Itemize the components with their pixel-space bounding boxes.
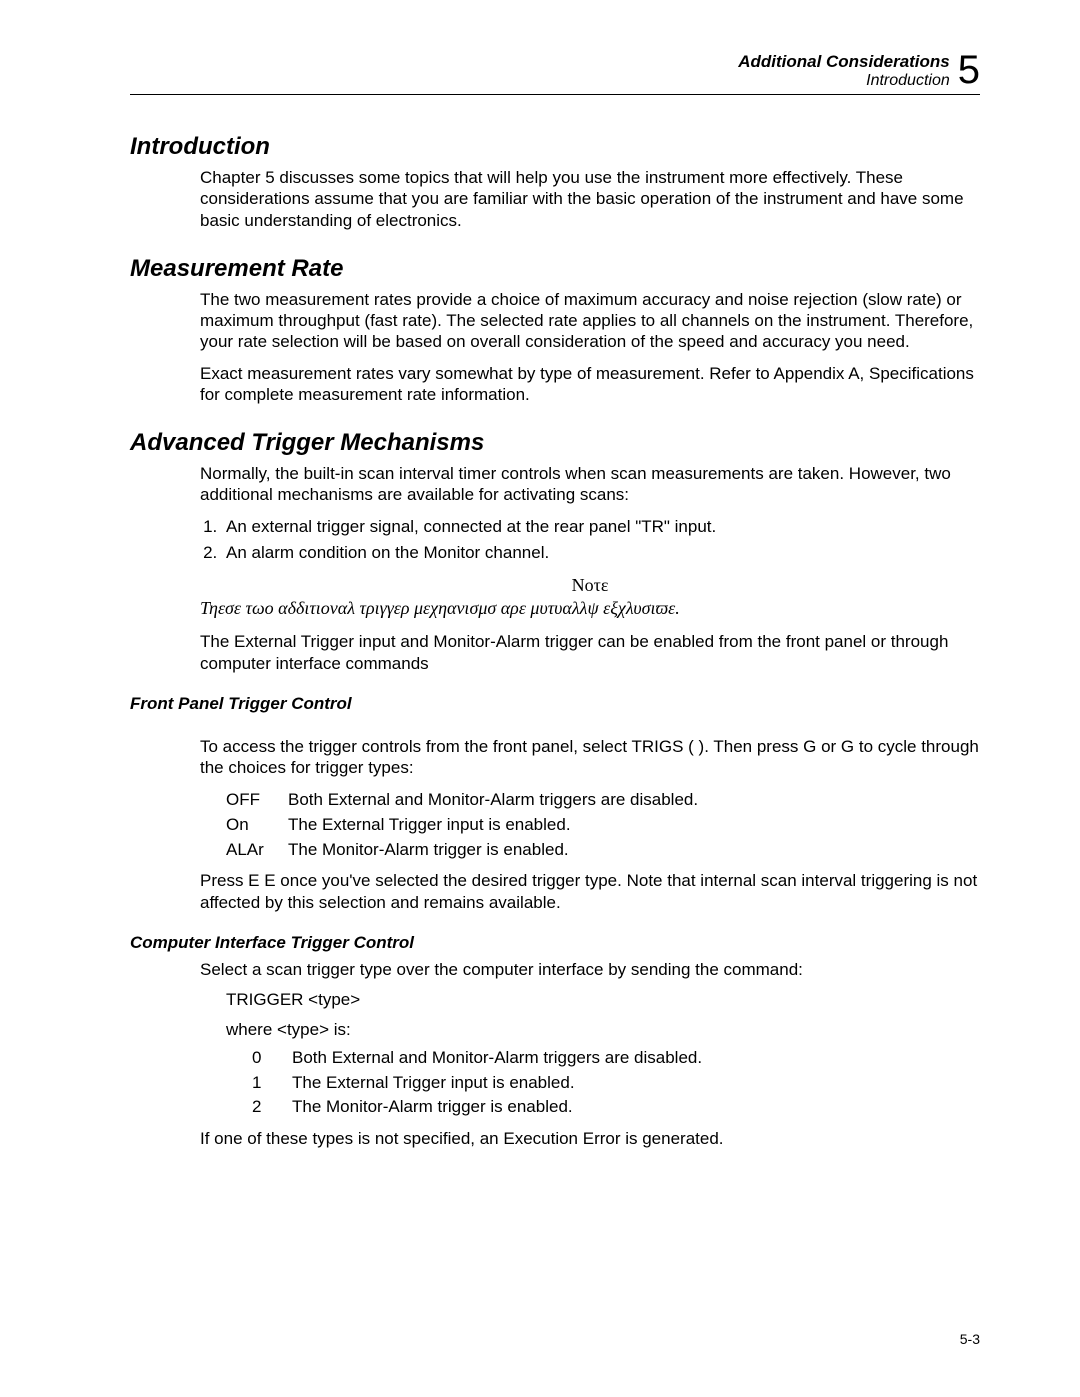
trigger-mechanism-list: An external trigger signal, connected at… bbox=[200, 516, 980, 566]
trigger-list-item: An alarm condition on the Monitor channe… bbox=[222, 542, 980, 565]
page-header: Additional Considerations Introduction 5 bbox=[130, 50, 980, 95]
header-section-name: Introduction bbox=[738, 72, 950, 90]
rate-para-1: The two measurement rates provide a choi… bbox=[200, 289, 980, 353]
comp-trigger-options: 0 Both External and Monitor-Alarm trigge… bbox=[252, 1046, 980, 1120]
option-desc: The Monitor-Alarm trigger is enabled. bbox=[292, 1095, 573, 1120]
trigger-list-item: An external trigger signal, connected at… bbox=[222, 516, 980, 539]
option-desc: The External Trigger input is enabled. bbox=[292, 1071, 575, 1096]
trigger-para-2: The External Trigger input and Monitor-A… bbox=[200, 631, 980, 674]
option-key: 0 bbox=[252, 1046, 292, 1071]
heading-introduction: Introduction bbox=[130, 133, 980, 161]
front-para-2: Press E E once you've selected the desir… bbox=[200, 870, 980, 913]
option-row: ALAr The Monitor-Alarm trigger is enable… bbox=[226, 838, 980, 863]
trigger-body: Normally, the built-in scan interval tim… bbox=[200, 463, 980, 1149]
option-desc: Both External and Monitor-Alarm triggers… bbox=[288, 788, 698, 813]
heading-measurement-rate: Measurement Rate bbox=[130, 255, 980, 283]
trigger-para-1: Normally, the built-in scan interval tim… bbox=[200, 463, 980, 506]
note-body: Τηεσε τωο αδδιτιοναλ τριγγερ μεχηανισμσ … bbox=[200, 598, 980, 619]
front-para-1: To access the trigger controls from the … bbox=[200, 736, 980, 779]
header-chapter-number: 5 bbox=[958, 50, 980, 90]
option-key: On bbox=[226, 813, 288, 838]
heading-advanced-trigger: Advanced Trigger Mechanisms bbox=[130, 429, 980, 457]
option-row: 0 Both External and Monitor-Alarm trigge… bbox=[252, 1046, 980, 1071]
option-desc: The External Trigger input is enabled. bbox=[288, 813, 571, 838]
option-row: 1 The External Trigger input is enabled. bbox=[252, 1071, 980, 1096]
option-key: 1 bbox=[252, 1071, 292, 1096]
option-row: On The External Trigger input is enabled… bbox=[226, 813, 980, 838]
option-desc: Both External and Monitor-Alarm triggers… bbox=[292, 1046, 702, 1071]
option-row: 2 The Monitor-Alarm trigger is enabled. bbox=[252, 1095, 980, 1120]
trigger-command-where: where <type> is: bbox=[226, 1020, 980, 1040]
page: Additional Considerations Introduction 5… bbox=[0, 0, 1080, 1397]
trigger-command: TRIGGER <type> bbox=[226, 990, 980, 1010]
option-key: ALAr bbox=[226, 838, 288, 863]
note-label: Νοτε bbox=[200, 575, 980, 596]
option-row: OFF Both External and Monitor-Alarm trig… bbox=[226, 788, 980, 813]
heading-front-panel-trigger: Front Panel Trigger Control bbox=[130, 694, 980, 714]
page-number: 5-3 bbox=[960, 1331, 980, 1347]
rate-para-2: Exact measurement rates vary somewhat by… bbox=[200, 363, 980, 406]
heading-computer-interface-trigger: Computer Interface Trigger Control bbox=[130, 933, 980, 953]
header-chapter-title: Additional Considerations bbox=[738, 52, 950, 72]
intro-body: Chapter 5 discusses some topics that wil… bbox=[200, 167, 980, 231]
comp-para-1: Select a scan trigger type over the comp… bbox=[200, 959, 980, 980]
option-key: OFF bbox=[226, 788, 288, 813]
front-trigger-options: OFF Both External and Monitor-Alarm trig… bbox=[226, 788, 980, 862]
rate-body: The two measurement rates provide a choi… bbox=[200, 289, 980, 405]
intro-para-1: Chapter 5 discusses some topics that wil… bbox=[200, 167, 980, 231]
header-text-block: Additional Considerations Introduction bbox=[738, 52, 950, 90]
option-key: 2 bbox=[252, 1095, 292, 1120]
option-desc: The Monitor-Alarm trigger is enabled. bbox=[288, 838, 569, 863]
comp-para-2: If one of these types is not specified, … bbox=[200, 1128, 980, 1149]
